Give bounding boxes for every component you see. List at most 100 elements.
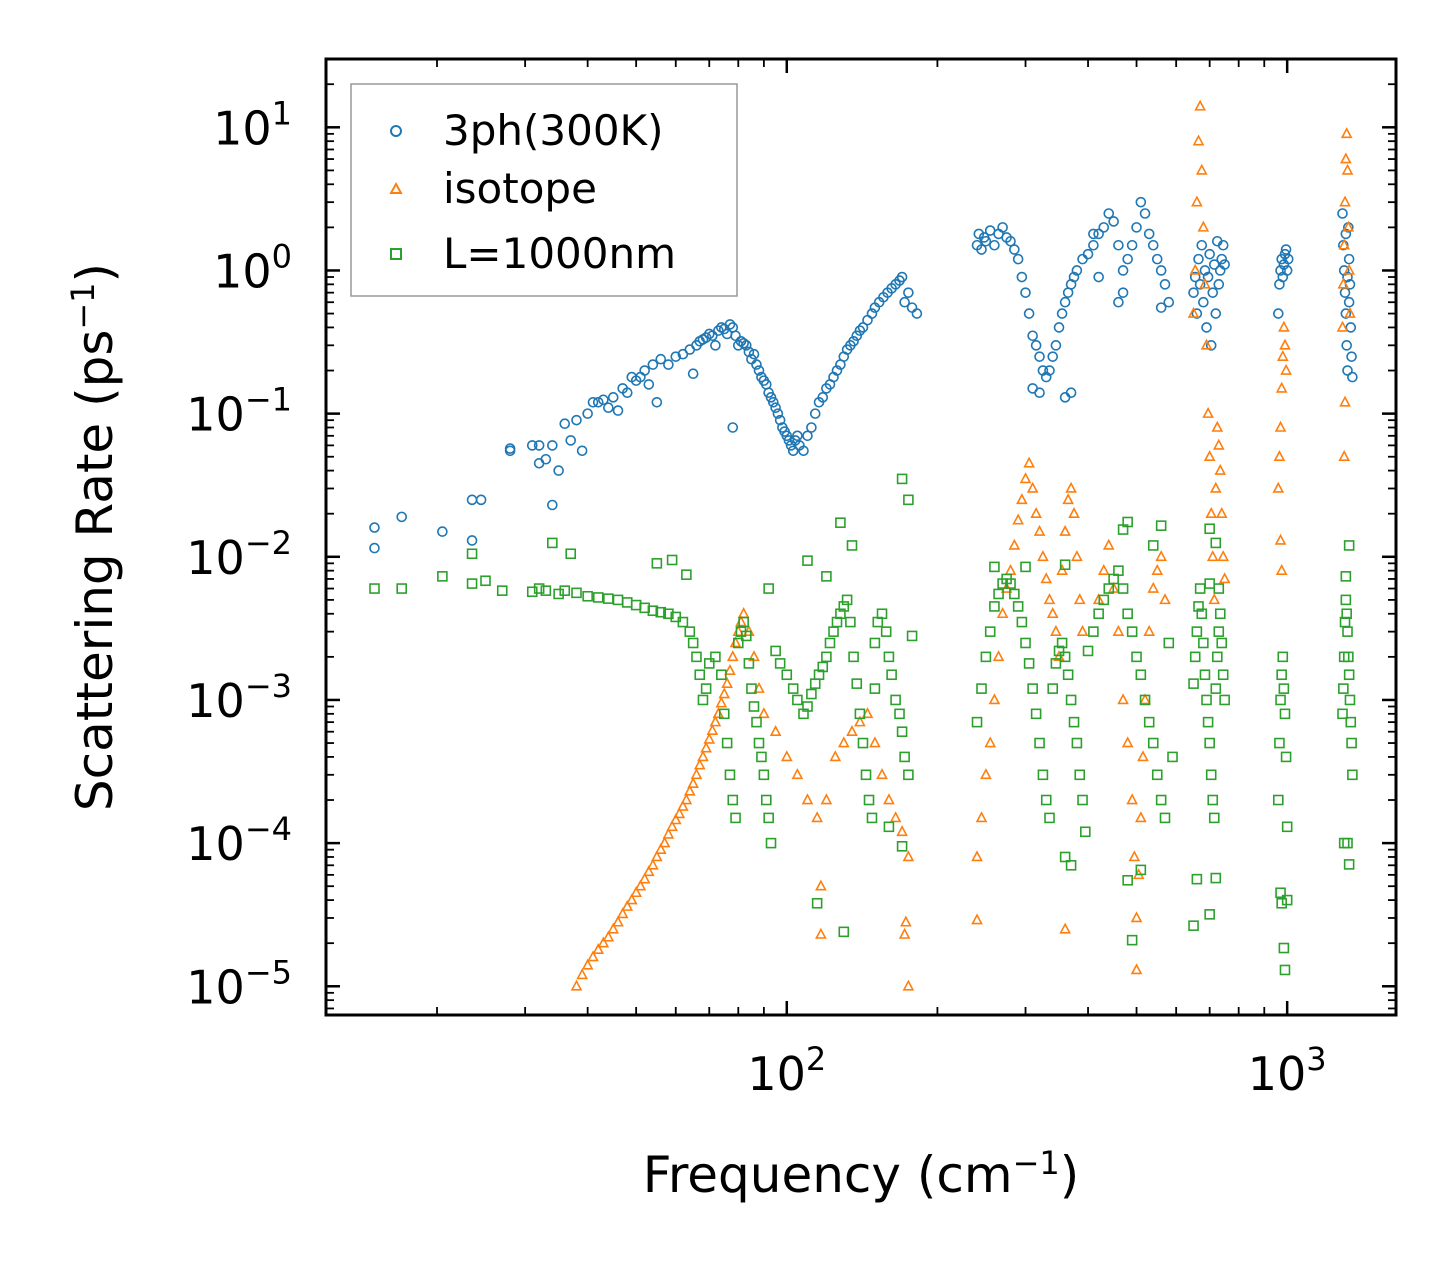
data-point <box>857 322 869 333</box>
data-point <box>758 769 770 781</box>
data-point <box>1097 563 1110 575</box>
data-point <box>1071 265 1083 276</box>
data-point <box>1059 851 1071 863</box>
series-0 <box>369 196 1358 554</box>
data-point <box>1117 583 1129 594</box>
data-point <box>526 586 538 598</box>
data-point <box>655 606 667 618</box>
data-point <box>837 736 850 748</box>
data-point <box>1345 716 1357 728</box>
data-point <box>1194 99 1206 111</box>
data-point <box>806 688 817 700</box>
data-point <box>621 387 633 399</box>
data-point <box>1339 395 1351 407</box>
data-point <box>1050 658 1062 669</box>
data-point <box>1336 320 1349 332</box>
data-point <box>1122 874 1133 886</box>
data-point <box>1059 651 1071 663</box>
data-point <box>1108 216 1119 227</box>
data-point <box>703 658 715 669</box>
data-point <box>769 725 782 737</box>
data-point <box>547 499 558 511</box>
data-point <box>1026 481 1039 493</box>
data-point <box>718 708 730 720</box>
data-point <box>1282 253 1294 265</box>
data-point <box>607 392 619 403</box>
data-point <box>971 913 983 925</box>
data-point <box>1343 296 1355 308</box>
data-point <box>666 554 678 566</box>
data-point <box>798 445 809 457</box>
data-point <box>1059 922 1071 934</box>
data-point <box>643 379 655 390</box>
data-point <box>1098 222 1110 233</box>
data-point <box>1217 239 1229 251</box>
data-point <box>1219 694 1230 706</box>
data-point <box>612 594 624 606</box>
data-point <box>1117 265 1129 276</box>
y-tick-label: 10−1 <box>186 381 292 442</box>
data-point <box>899 751 910 763</box>
data-point <box>1135 864 1147 876</box>
data-point <box>1198 296 1209 308</box>
data-point <box>1191 195 1203 207</box>
data-point <box>1343 253 1355 265</box>
data-point <box>896 841 908 852</box>
data-point <box>691 651 702 663</box>
data-point <box>911 308 923 319</box>
data-point <box>1037 769 1049 781</box>
data-point <box>1073 593 1086 605</box>
data-point <box>806 422 817 433</box>
data-point <box>565 548 577 560</box>
data-point <box>634 879 647 891</box>
data-point <box>1016 271 1028 283</box>
data-point <box>1068 506 1080 518</box>
data-point <box>1217 669 1229 681</box>
y-tick-label: 10−4 <box>186 810 292 871</box>
data-point <box>1020 561 1031 573</box>
data-point <box>1193 253 1204 265</box>
data-point <box>1345 322 1357 333</box>
data-point <box>1338 450 1351 462</box>
data-point <box>1056 637 1068 649</box>
data-point <box>547 537 558 549</box>
data-point <box>1340 228 1352 240</box>
data-point <box>582 408 593 419</box>
data-point <box>876 608 888 620</box>
data-point <box>710 651 721 663</box>
data-point <box>1202 271 1214 283</box>
data-point <box>903 494 914 506</box>
data-point <box>570 979 583 991</box>
data-point <box>1338 837 1350 849</box>
data-point <box>630 599 642 611</box>
data-point <box>1216 637 1228 649</box>
data-point <box>792 694 803 706</box>
data-point <box>1204 578 1215 589</box>
data-point <box>655 353 667 365</box>
data-point <box>718 687 731 699</box>
data-point <box>770 645 781 657</box>
data-point <box>1202 716 1214 728</box>
data-point <box>811 897 823 909</box>
data-point <box>774 658 786 669</box>
legend: 3ph(300K) isotope L=1000nm <box>350 83 738 297</box>
data-point <box>802 555 813 566</box>
data-point <box>863 794 875 806</box>
data-point <box>1113 296 1124 308</box>
data-point <box>851 678 863 689</box>
data-point <box>651 558 663 569</box>
data-point <box>1155 265 1167 276</box>
data-point <box>976 244 987 255</box>
data-point <box>1202 406 1214 418</box>
data-point <box>896 271 908 283</box>
data-point <box>1213 583 1225 594</box>
data-point <box>677 799 689 811</box>
data-point <box>1147 581 1160 593</box>
data-point <box>997 222 1008 233</box>
legend-label-boundary: L=1000nm <box>443 229 676 278</box>
data-point <box>1065 859 1077 871</box>
data-point <box>1082 248 1094 260</box>
data-point <box>565 435 577 446</box>
data-point <box>1040 572 1053 584</box>
data-point <box>1208 812 1220 824</box>
